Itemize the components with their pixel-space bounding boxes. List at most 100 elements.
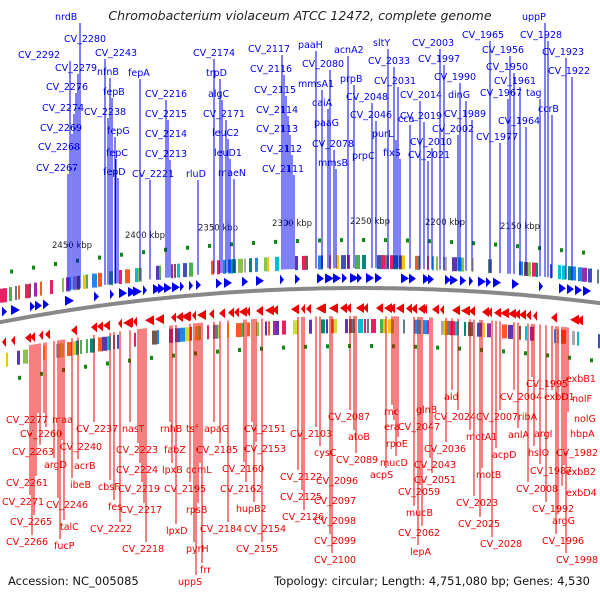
accession-label: Accession: NC_005085: [8, 574, 139, 588]
gene-label-minus: apaG: [204, 424, 229, 435]
gene-arrow-plus: [342, 273, 347, 284]
tick-mark: [120, 252, 123, 257]
gene-label-plus: CV_2115: [254, 85, 296, 96]
gene-label-plus: mmsB: [318, 158, 348, 169]
cog-band-minus: [73, 341, 78, 356]
cog-band-plus: [244, 258, 246, 273]
gene-label-minus: CV_2099: [314, 536, 356, 547]
cog-band-minus: [598, 334, 600, 349]
gene-label-plus: CV_2080: [302, 59, 344, 70]
cog-band-plus: [73, 276, 77, 291]
gene-label-minus: argD: [44, 460, 67, 471]
cog-band-minus: [152, 330, 157, 345]
gene-label-plus: CV_2033: [368, 56, 410, 67]
tick-mark: [230, 242, 233, 247]
gene-label-plus: leuD1: [214, 148, 242, 159]
gene-label-minus: CV_2153: [244, 444, 286, 455]
cog-band-plus: [597, 269, 599, 284]
gene-arrow-minus: [461, 305, 470, 316]
gene-arrow-plus: [280, 274, 284, 285]
gene-label-minus: CV_2224: [116, 465, 158, 476]
gene-label-minus: CV_2103: [290, 429, 332, 440]
cog-band-minus: [464, 321, 466, 336]
gene-label-minus: CV_2125: [280, 492, 322, 503]
cog-band-minus: [134, 332, 136, 347]
gene-label-plus: tag: [526, 88, 542, 99]
gene-label-minus: CV_1995: [526, 379, 568, 390]
cog-band-plus: [588, 268, 592, 283]
cog-band-plus: [536, 263, 538, 277]
gene-label-plus: CV_1965: [462, 30, 504, 41]
gene-arrow-minus: [256, 305, 263, 316]
gene-label-minus: CV_2184: [200, 524, 242, 535]
gene-arrow-plus: [366, 273, 374, 284]
gene-label-plus: fepA: [128, 68, 150, 79]
gene-arrow-minus: [423, 304, 427, 315]
gene-arrow-minus: [30, 332, 35, 343]
tick-mark: [590, 358, 593, 363]
gene-arrow-minus: [406, 303, 412, 314]
gene-label-minus: rpsB: [186, 505, 207, 516]
gene-label-plus: CV_2214: [145, 129, 187, 140]
cog-band-minus: [554, 329, 556, 344]
tick-mark: [362, 238, 365, 242]
gene-arrow-plus: [30, 301, 35, 312]
gene-label-minus: acrB: [74, 461, 95, 472]
gene-label-plus: CV_1990: [434, 72, 476, 83]
cog-band-plus: [0, 288, 4, 303]
cog-band-minus: [455, 321, 459, 336]
cog-band-minus: [207, 325, 209, 340]
cog-band-minus: [157, 330, 159, 344]
cog-band-plus: [562, 265, 566, 280]
cog-band-plus: [399, 255, 404, 270]
cog-band-plus: [528, 262, 531, 277]
gene-arrow-plus: [559, 283, 566, 294]
gene-arrow-minus: [526, 310, 531, 321]
cog-band-plus: [578, 267, 582, 282]
gene-label-plus: CV_2268: [38, 142, 80, 153]
gene-label-minus: cysC: [314, 448, 337, 459]
gene-label-minus: anlA: [508, 430, 529, 441]
cog-band-minus: [117, 334, 119, 349]
gene-label-plus: nfnB: [97, 67, 119, 78]
cog-band-minus: [371, 319, 376, 333]
gene-label-minus: CV_2122: [280, 472, 322, 483]
cog-band-plus: [223, 259, 226, 274]
tick-mark: [304, 344, 307, 349]
tick-mark: [458, 346, 461, 351]
gene-label-plus: prpB: [340, 74, 362, 85]
gene-label-minus: CV_2059: [398, 487, 440, 498]
tick-mark: [216, 349, 219, 354]
gene-arrow-minus: [346, 303, 351, 314]
tick-mark: [54, 262, 57, 266]
tick-mark: [524, 351, 527, 356]
cog-band-plus: [305, 255, 308, 270]
gene-label-minus: CV_2217: [120, 505, 162, 516]
gene-arrow-plus: [460, 275, 466, 286]
gene-label-minus: CV_2154: [244, 524, 286, 535]
gene-arrow-plus: [143, 285, 147, 296]
gene-arrow-minus: [411, 303, 417, 314]
gene-arrow-plus: [153, 284, 161, 295]
gene-label-minus: exbB2: [566, 467, 596, 478]
cog-band-plus: [211, 260, 214, 275]
gene-label-plus: nrdB: [55, 12, 77, 23]
cog-band-plus: [86, 274, 88, 289]
gene-label-plus: CV_2112: [260, 144, 302, 155]
gene-label-plus: sltY: [373, 38, 390, 49]
gene-label-minus: CV_1987: [530, 466, 572, 477]
gene-label-minus: maa: [52, 415, 73, 426]
cog-band-plus: [62, 278, 64, 292]
cog-band-plus: [377, 255, 381, 270]
gene-label-minus: CV_1982: [556, 448, 598, 459]
gene-label-plus: CV_2046: [350, 110, 392, 121]
tick-mark: [494, 242, 497, 247]
cog-band-plus: [18, 285, 20, 300]
gene-label-minus: acpD: [492, 450, 516, 461]
cog-band-plus: [295, 256, 298, 271]
gene-arrow-plus: [295, 274, 300, 285]
gene-label-plus: CV_1950: [486, 62, 528, 73]
cog-band-plus: [119, 270, 122, 284]
gene-arrow-minus: [25, 332, 31, 343]
gene-arrow-minus: [389, 303, 395, 314]
